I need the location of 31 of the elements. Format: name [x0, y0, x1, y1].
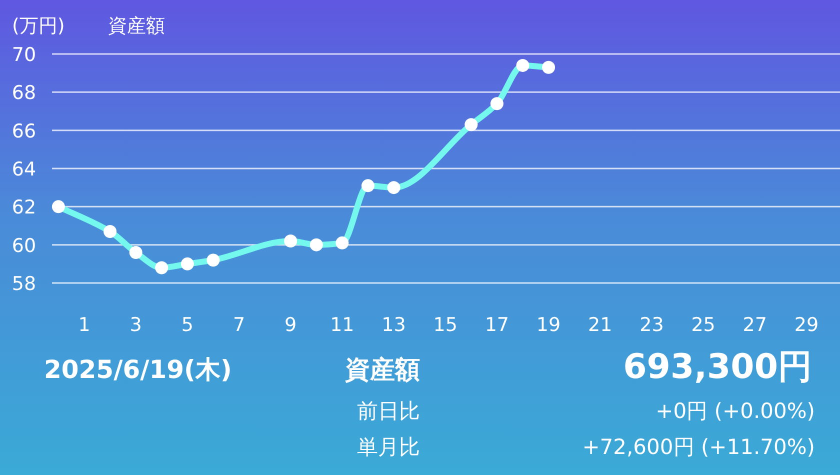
x-tick-label: 17: [484, 314, 510, 336]
y-tick-label: 60: [12, 234, 36, 257]
chart-title: 資産額: [108, 15, 165, 37]
x-tick-label: 3: [130, 314, 142, 336]
x-tick-label: 9: [284, 314, 297, 336]
x-tick-label: 27: [742, 314, 767, 336]
text: +72,600円 (+11.70%): [582, 435, 815, 459]
x-tick-label: 19: [536, 314, 561, 336]
text: 資産額: [344, 355, 420, 384]
y-tick-label: 66: [12, 120, 36, 142]
x-tick-label: 13: [382, 314, 406, 336]
y-axis-title: (万円): [12, 15, 65, 37]
y-tick-label: 64: [12, 158, 36, 180]
text: +0円 (+0.00%): [656, 399, 815, 423]
x-tick-label: 5: [181, 314, 194, 336]
text: 693,300円: [623, 347, 812, 387]
x-tick-label: 11: [330, 314, 354, 336]
text: 前日比: [357, 399, 420, 423]
text: 2025/6/19(木): [44, 355, 232, 384]
x-tick-label: 7: [232, 314, 246, 336]
y-tick-label: 62: [12, 196, 36, 219]
x-tick-label: 23: [640, 314, 664, 336]
text: 単月比: [357, 435, 420, 459]
x-tick-label: 25: [691, 314, 716, 336]
y-tick-label: 68: [12, 82, 36, 104]
x-tick-label: 21: [588, 314, 612, 336]
x-tick-label: 1: [78, 314, 90, 336]
x-tick-label: 29: [794, 314, 819, 336]
y-tick-label: 70: [12, 44, 36, 66]
y-tick-label: 58: [12, 273, 36, 295]
x-tick-label: 15: [433, 314, 458, 336]
